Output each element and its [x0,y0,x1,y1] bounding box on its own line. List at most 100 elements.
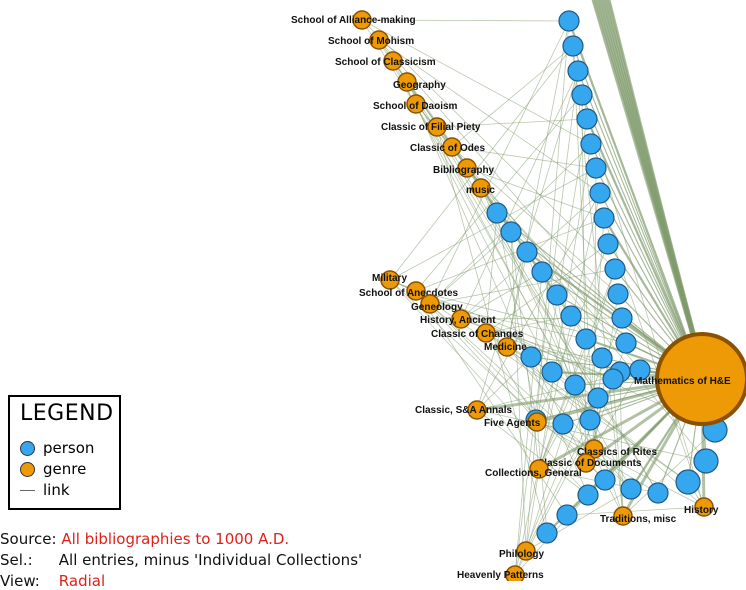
person-node[interactable] [567,60,589,82]
genre-node[interactable] [457,158,477,178]
genre-label: Medicine [484,342,527,353]
genre-label: School of Classicism [335,57,436,68]
genre-label: Classic of Filial Piety [381,122,481,133]
hub-layer: Mathematics of H&E [634,332,746,426]
source-label: Source: [0,530,57,548]
genre-label: School of Mohism [328,36,414,47]
person-node[interactable] [620,478,642,500]
person-node[interactable] [602,368,624,390]
person-node[interactable] [611,307,633,329]
genre-node[interactable] [427,117,447,137]
genre-node[interactable] [406,281,426,301]
genre-node[interactable] [442,137,462,157]
person-node[interactable] [486,202,508,224]
person-nodes-layer [486,10,728,544]
circle-blue-icon [20,440,35,456]
genre-node[interactable] [613,506,633,526]
person-node[interactable] [552,413,574,435]
selection-value: All entries, minus 'Individual Collectio… [58,551,363,569]
legend-title: LEGEND [20,401,114,426]
person-node[interactable] [562,35,584,57]
genre-label: Traditions, misc [600,514,677,525]
person-node[interactable] [594,469,616,491]
genre-label: Classic of Documents [537,458,642,469]
genre-node[interactable] [527,412,547,432]
selection-line: Sel.: All entries, minus 'Individual Col… [0,551,362,569]
circle-orange-icon [20,461,35,477]
hub-label: Mathematics of H&E [634,376,731,387]
genre-node[interactable] [694,497,714,517]
person-node[interactable] [693,448,719,474]
genre-node[interactable] [529,459,549,479]
genre-node[interactable] [471,178,491,198]
legend-label-genre: genre [43,460,87,478]
view-value[interactable]: Radial [58,572,106,590]
source-line: Source: All bibliographies to 1000 A.D. [0,530,289,548]
person-node[interactable] [604,258,626,280]
source-value[interactable]: All bibliographies to 1000 A.D. [61,530,290,548]
genre-node[interactable] [397,72,417,92]
genre-node[interactable] [576,453,596,473]
person-node[interactable] [546,284,568,306]
person-node[interactable] [647,482,669,504]
person-node[interactable] [591,347,613,369]
person-node[interactable] [587,387,609,409]
person-node[interactable] [536,522,558,544]
person-node[interactable] [500,221,522,243]
genre-label: School of Anecdotes [359,288,459,299]
genre-node[interactable] [505,565,525,581]
genre-label: History [684,505,719,516]
person-node[interactable] [541,361,563,383]
genre-label: School of Daoism [373,101,458,112]
genre-node[interactable] [497,337,517,357]
person-node[interactable] [579,409,601,431]
person-node[interactable] [575,328,597,350]
hub-node[interactable] [655,332,746,426]
person-node[interactable] [597,233,619,255]
genre-label: Geography [393,80,446,91]
person-node[interactable] [576,108,598,130]
person-node[interactable] [558,10,580,32]
person-node[interactable] [615,332,637,354]
genre-node[interactable] [380,270,400,290]
person-node[interactable] [520,346,542,368]
genre-node[interactable] [476,323,496,343]
legend-label-person: person [43,439,95,457]
genre-label: School of Alliance-making [291,15,416,26]
genre-node[interactable] [369,30,389,50]
genre-node[interactable] [406,94,426,114]
genre-label: Collections, General [485,468,582,479]
person-node[interactable] [560,305,582,327]
genre-node[interactable] [383,51,403,71]
person-node[interactable] [577,484,599,506]
person-node[interactable] [531,261,553,283]
genre-label: History, Ancient [420,315,496,326]
view-label: View: [0,572,40,590]
selection-label: Sel.: [0,551,33,569]
person-node[interactable] [607,283,629,305]
person-node[interactable] [629,359,651,381]
genre-label: Classic, S&A Annals [415,405,513,416]
legend-item-link: link [20,481,70,499]
legend: LEGEND person genre link [8,395,121,510]
person-node[interactable] [571,84,593,106]
person-node[interactable] [585,157,607,179]
person-node[interactable] [675,469,701,495]
genre-node[interactable] [467,400,487,420]
genre-label: Geneology [411,302,463,313]
person-node[interactable] [516,241,538,263]
legend-item-person: person [20,439,94,457]
person-node[interactable] [580,133,602,155]
genre-node[interactable] [516,541,536,561]
person-node[interactable] [589,182,611,204]
genre-node[interactable] [451,309,471,329]
genre-label: music [466,185,495,196]
genre-label: Classic of Odes [410,143,485,154]
genre-node[interactable] [420,294,440,314]
person-node[interactable] [564,374,586,396]
genre-label: Military [372,273,407,284]
legend-item-genre: genre [20,460,86,478]
person-node[interactable] [593,207,615,229]
person-node[interactable] [556,504,578,526]
genre-node[interactable] [352,10,372,30]
